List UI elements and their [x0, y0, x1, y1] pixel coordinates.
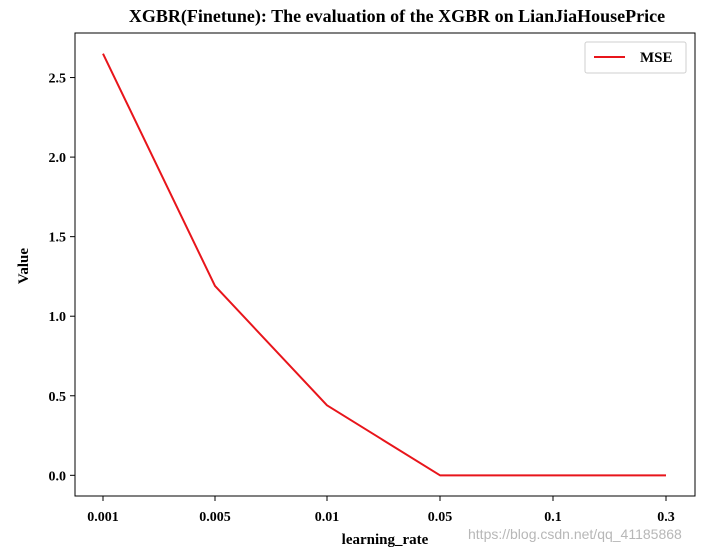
y-tick-label-0: 0.0: [49, 469, 67, 484]
y-tick-label-1: 0.5: [49, 390, 67, 405]
x-axis-ticks: 0.001 0.005 0.01 0.05 0.1 0.3: [87, 496, 675, 525]
series-layer: [102, 53, 666, 477]
y-tick-label-5: 2.5: [49, 72, 67, 87]
legend: MSE: [584, 41, 687, 74]
x-tick-label-2: 0.01: [315, 510, 340, 525]
y-tick-label-2: 1.0: [49, 310, 67, 325]
x-tick-label-3: 0.05: [428, 510, 453, 525]
y-tick-label-3: 1.5: [49, 231, 67, 246]
x-axis-label: learning_rate: [342, 532, 429, 548]
y-tick-label-4: 2.0: [49, 151, 67, 166]
watermark: https://blog.csdn.net/qq_41185868: [468, 526, 682, 542]
series-line-mse: [102, 53, 666, 477]
x-tick-label-0: 0.001: [87, 510, 119, 525]
y-axis-ticks: 0.0 0.5 1.0 1.5 2.0 2.5: [49, 72, 75, 484]
legend-box: [584, 41, 687, 74]
chart-title: XGBR(Finetune): The evaluation of the XG…: [129, 6, 665, 27]
plot-frame: [74, 32, 696, 497]
legend-label-mse: MSE: [640, 50, 673, 66]
y-axis-label: Value: [16, 248, 32, 284]
x-tick-label-1: 0.005: [199, 510, 231, 525]
x-tick-label-4: 0.1: [544, 510, 562, 525]
x-tick-label-5: 0.3: [657, 510, 675, 525]
